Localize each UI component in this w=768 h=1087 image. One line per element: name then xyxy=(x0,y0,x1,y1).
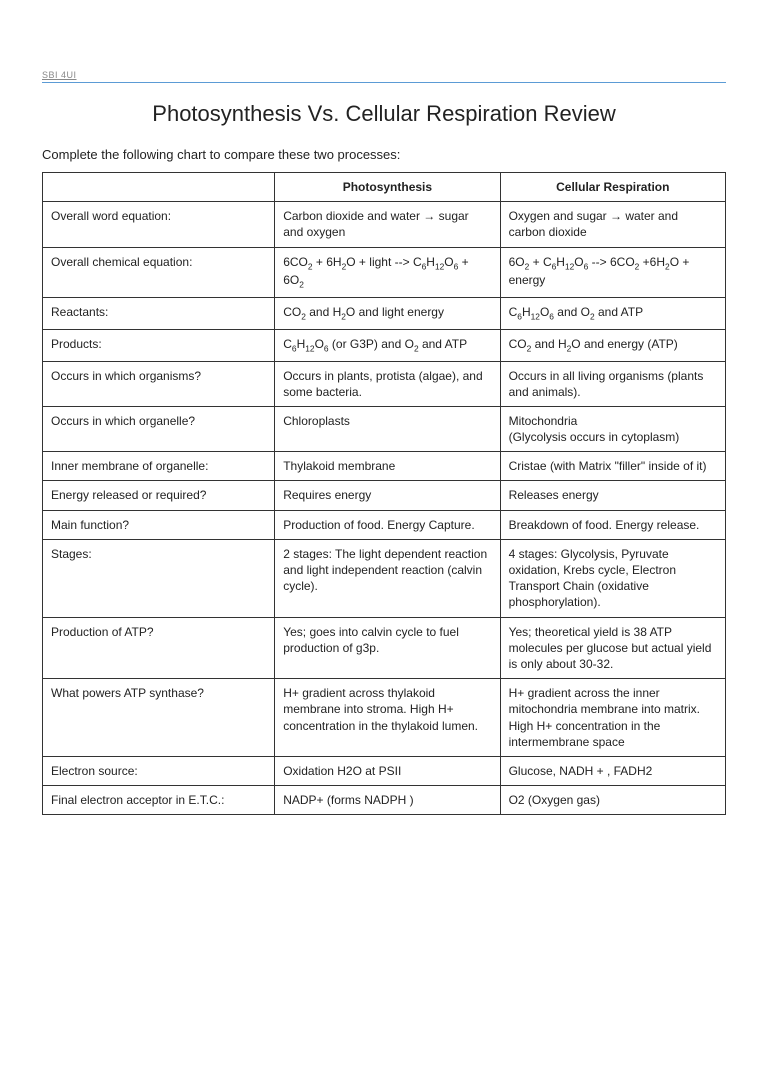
row-label: Stages: xyxy=(43,539,275,617)
cell-respiration: 6O2 + C6H12O6 --> 6CO2 +6H2O + energy xyxy=(500,247,725,297)
table-row: Electron source:Oxidation H2O at PSIIGlu… xyxy=(43,756,726,785)
cell-photosynthesis: Occurs in plants, protista (algae), and … xyxy=(275,361,500,406)
cell-respiration: C6H12O6 and O2 and ATP xyxy=(500,298,725,330)
table-row: Stages:2 stages: The light dependent rea… xyxy=(43,539,726,617)
table-row: Products:C6H12O6 (or G3P) and O2 and ATP… xyxy=(43,329,726,361)
cell-respiration: CO2 and H2O and energy (ATP) xyxy=(500,329,725,361)
cell-respiration: H+ gradient across the inner mitochondri… xyxy=(500,679,725,757)
instruction-text: Complete the following chart to compare … xyxy=(42,147,726,162)
cell-respiration: Cristae (with Matrix "filler" inside of … xyxy=(500,452,725,481)
row-label: Production of ATP? xyxy=(43,617,275,679)
cell-respiration: Glucose, NADH + , FADH2 xyxy=(500,756,725,785)
col-header-respiration: Cellular Respiration xyxy=(500,173,725,202)
table-row: Production of ATP?Yes; goes into calvin … xyxy=(43,617,726,679)
cell-photosynthesis: Production of food. Energy Capture. xyxy=(275,510,500,539)
table-row: Final electron acceptor in E.T.C.:NADP+ … xyxy=(43,786,726,815)
cell-respiration: Mitochondria(Glycolysis occurs in cytopl… xyxy=(500,406,725,451)
comparison-table: Photosynthesis Cellular Respiration Over… xyxy=(42,172,726,815)
row-label: What powers ATP synthase? xyxy=(43,679,275,757)
cell-photosynthesis: Oxidation H2O at PSII xyxy=(275,756,500,785)
cell-photosynthesis: Yes; goes into calvin cycle to fuel prod… xyxy=(275,617,500,679)
row-label: Main function? xyxy=(43,510,275,539)
table-row: Energy released or required?Requires ene… xyxy=(43,481,726,510)
row-label: Occurs in which organisms? xyxy=(43,361,275,406)
row-label: Occurs in which organelle? xyxy=(43,406,275,451)
cell-respiration: Oxygen and sugar → water and carbon diox… xyxy=(500,202,725,247)
cell-photosynthesis: NADP+ (forms NADPH ) xyxy=(275,786,500,815)
col-header-photosynthesis: Photosynthesis xyxy=(275,173,500,202)
cell-photosynthesis: Requires energy xyxy=(275,481,500,510)
cell-respiration: O2 (Oxygen gas) xyxy=(500,786,725,815)
table-header: Photosynthesis Cellular Respiration xyxy=(43,173,726,202)
row-label: Energy released or required? xyxy=(43,481,275,510)
cell-photosynthesis: Carbon dioxide and water → sugar and oxy… xyxy=(275,202,500,247)
row-label: Inner membrane of organelle: xyxy=(43,452,275,481)
col-header-blank xyxy=(43,173,275,202)
page-title: Photosynthesis Vs. Cellular Respiration … xyxy=(42,101,726,127)
table-row: Occurs in which organisms?Occurs in plan… xyxy=(43,361,726,406)
cell-respiration: Yes; theoretical yield is 38 ATP molecul… xyxy=(500,617,725,679)
cell-respiration: Releases energy xyxy=(500,481,725,510)
cell-respiration: 4 stages: Glycolysis, Pyruvate oxidation… xyxy=(500,539,725,617)
row-label: Final electron acceptor in E.T.C.: xyxy=(43,786,275,815)
cell-photosynthesis: C6H12O6 (or G3P) and O2 and ATP xyxy=(275,329,500,361)
cell-photosynthesis: CO2 and H2O and light energy xyxy=(275,298,500,330)
cell-photosynthesis: H+ gradient across thylakoid membrane in… xyxy=(275,679,500,757)
table-row: Overall word equation:Carbon dioxide and… xyxy=(43,202,726,247)
table-row: Reactants:CO2 and H2O and light energyC6… xyxy=(43,298,726,330)
document-page: SBI 4UI Photosynthesis Vs. Cellular Resp… xyxy=(0,0,768,855)
table-row: Main function?Production of food. Energy… xyxy=(43,510,726,539)
table-body: Overall word equation:Carbon dioxide and… xyxy=(43,202,726,815)
table-row: Overall chemical equation:6CO2 + 6H2O + … xyxy=(43,247,726,297)
cell-photosynthesis: Thylakoid membrane xyxy=(275,452,500,481)
row-label: Electron source: xyxy=(43,756,275,785)
course-code-header: SBI 4UI xyxy=(42,70,726,83)
cell-photosynthesis: 6CO2 + 6H2O + light --> C6H12O6 + 6O2 xyxy=(275,247,500,297)
row-label: Reactants: xyxy=(43,298,275,330)
row-label: Overall chemical equation: xyxy=(43,247,275,297)
table-row: Occurs in which organelle?ChloroplastsMi… xyxy=(43,406,726,451)
cell-respiration: Breakdown of food. Energy release. xyxy=(500,510,725,539)
cell-photosynthesis: 2 stages: The light dependent reaction a… xyxy=(275,539,500,617)
cell-photosynthesis: Chloroplasts xyxy=(275,406,500,451)
table-row: Inner membrane of organelle:Thylakoid me… xyxy=(43,452,726,481)
cell-respiration: Occurs in all living organisms (plants a… xyxy=(500,361,725,406)
row-label: Overall word equation: xyxy=(43,202,275,247)
table-row: What powers ATP synthase?H+ gradient acr… xyxy=(43,679,726,757)
row-label: Products: xyxy=(43,329,275,361)
